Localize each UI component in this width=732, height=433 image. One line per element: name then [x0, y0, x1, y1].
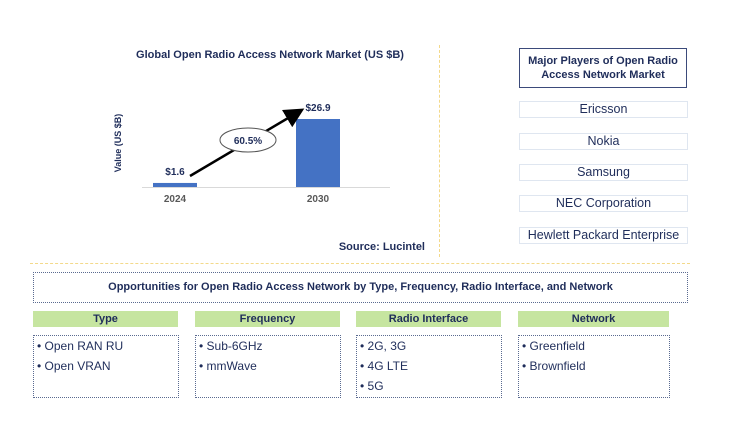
list-item: • Open VRAN [37, 359, 111, 373]
data-label: $26.9 [305, 103, 330, 114]
segment-list-radio-interface: • 2G, 3G • 4G LTE • 5G [356, 335, 502, 398]
opportunities-title: Opportunities for Open Radio Access Netw… [33, 272, 688, 303]
chart-title: Global Open Radio Access Network Market … [136, 49, 404, 61]
player-item: Samsung [519, 164, 688, 181]
cagr-ellipse [219, 127, 277, 153]
segment-header-network: Network [518, 311, 669, 327]
player-item: Hewlett Packard Enterprise [519, 227, 688, 244]
list-item: • 4G LTE [360, 359, 408, 373]
list-item: • Open RAN RU [37, 339, 124, 353]
x-tick-label: 2030 [307, 194, 330, 205]
segment-list-type: • Open RAN RU • Open VRAN [33, 335, 179, 398]
bar-chart: Value (US $B) $1.6 2024 $26.9 2030 60.5% [113, 103, 390, 205]
horizontal-divider [30, 263, 690, 264]
segment-header-radio-interface: Radio Interface [356, 311, 501, 327]
vertical-divider [439, 45, 440, 257]
segment-list-frequency: • Sub-6GHz • mmWave [195, 335, 341, 398]
x-tick-label: 2024 [164, 194, 187, 205]
player-item: Nokia [519, 133, 688, 150]
bar-2030 [296, 119, 340, 187]
source-label: Source: Lucintel [338, 241, 425, 253]
cagr-label: 60.5% [234, 136, 262, 147]
player-item: NEC Corporation [519, 195, 688, 212]
list-item: • 5G [360, 379, 384, 393]
list-item: • 2G, 3G [360, 339, 407, 353]
segment-header-type: Type [33, 311, 178, 327]
bar-2024 [153, 182, 197, 187]
list-item: • Sub-6GHz [199, 339, 263, 353]
data-label: $1.6 [165, 167, 185, 178]
y-axis-label: Value (US $B) [113, 114, 123, 173]
segment-list-network: • Greenfield • Brownfield [518, 335, 670, 398]
players-title: Major Players of Open Radio Access Netwo… [519, 48, 687, 88]
list-item: • Brownfield [522, 359, 586, 373]
player-item: Ericsson [519, 101, 688, 118]
segment-header-frequency: Frequency [195, 311, 340, 327]
list-item: • mmWave [199, 359, 257, 373]
list-item: • Greenfield [522, 339, 585, 353]
